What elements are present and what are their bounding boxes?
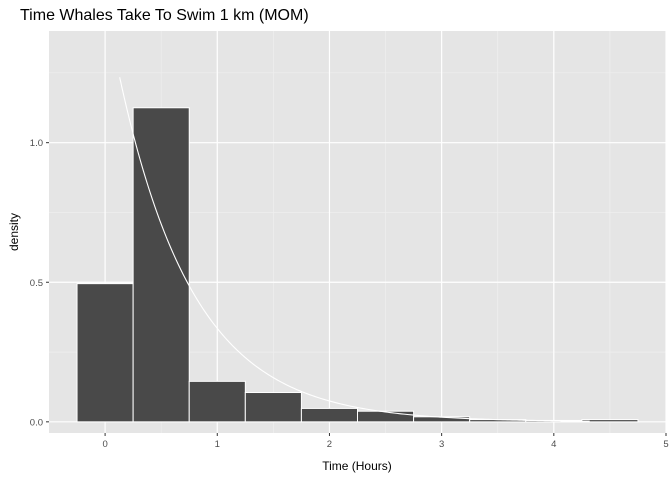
- y-tick-label: 1.0: [30, 138, 43, 149]
- x-tick-label: 0: [102, 439, 107, 450]
- histogram-bar: [581, 419, 639, 423]
- histogram-bars: [76, 107, 639, 423]
- x-axis: 0 1 2 3 4 5: [102, 433, 669, 450]
- x-tick-label: 2: [327, 439, 332, 450]
- y-tick-label: 0.0: [30, 417, 43, 428]
- minor-gridlines: [49, 31, 666, 433]
- histogram-bar: [357, 410, 415, 423]
- x-tick-label: 4: [551, 439, 556, 450]
- y-tick-label: 0.5: [30, 278, 43, 289]
- density-curve: [119, 77, 590, 422]
- x-tick-label: 3: [439, 439, 444, 450]
- histogram-bar: [244, 392, 302, 423]
- histogram-bar: [132, 107, 190, 423]
- x-tick-label: 1: [215, 439, 220, 450]
- y-axis: 0.0 0.5 1.0: [30, 138, 49, 428]
- x-tick-label: 5: [663, 439, 668, 450]
- y-axis-title: density: [7, 213, 21, 251]
- histogram-bar: [76, 283, 134, 423]
- x-axis-title: Time (Hours): [322, 459, 392, 473]
- histogram-bar: [300, 407, 358, 423]
- chart-title: Time Whales Take To Swim 1 km (MOM): [20, 7, 309, 24]
- histogram-bar: [188, 380, 246, 423]
